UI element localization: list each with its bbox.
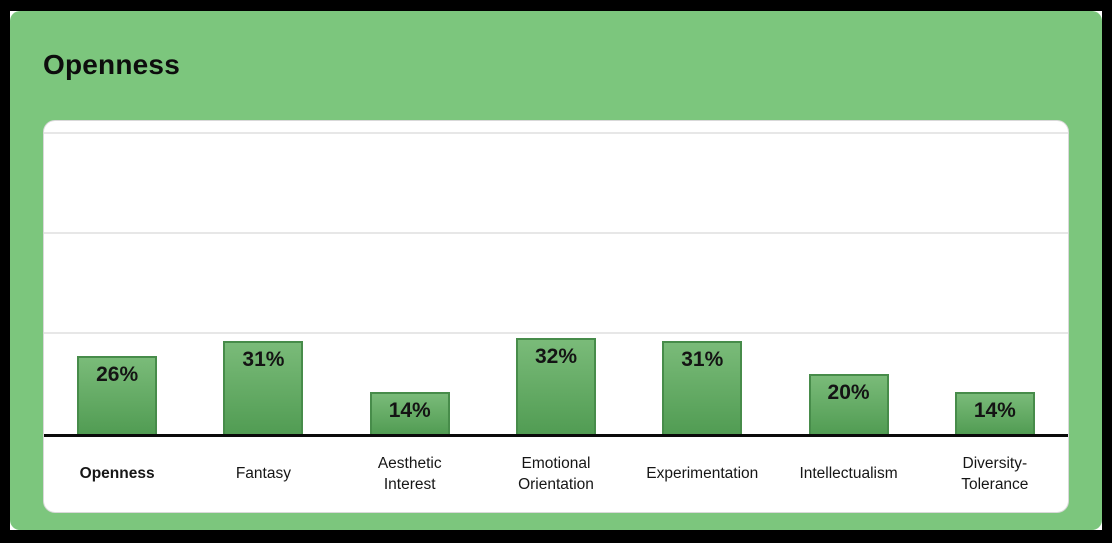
x-axis-label-diversity-tolerance: Diversity- Tolerance xyxy=(961,454,1029,493)
bar-value-label: 31% xyxy=(242,348,285,371)
x-axis-label-emotional-orientation: Emotional Orientation xyxy=(518,454,594,493)
bar-fantasy: 31% xyxy=(223,341,304,434)
bar-column: 14% xyxy=(337,121,483,434)
x-axis-label-experimentation: Experimentation xyxy=(646,465,759,483)
bar-diversity-tolerance: 14% xyxy=(954,392,1035,434)
gridline xyxy=(44,332,1068,335)
bar-column: 26% xyxy=(44,121,190,434)
x-axis-label-cell: Aesthetic Interest xyxy=(337,437,483,512)
bar-value-label: 14% xyxy=(973,399,1016,422)
x-axis-label-openness: Openness xyxy=(79,465,155,483)
gridline xyxy=(44,231,1068,234)
chart-card: 26% 31% 14% 32% 31% 20% 14% Openness Fantasy Aes… xyxy=(43,120,1069,513)
bar-column: 14% xyxy=(922,121,1068,434)
gridline xyxy=(44,132,1068,134)
bar-value-label: 31% xyxy=(681,348,724,371)
x-axis-label-cell: Fantasy xyxy=(190,437,336,512)
page-title: Openness xyxy=(43,49,180,80)
bar-column: 20% xyxy=(775,121,921,434)
x-axis-line xyxy=(44,434,1068,437)
x-axis-label-cell: Experimentation xyxy=(629,437,775,512)
x-axis-label-aesthetic-interest: Aesthetic Interest xyxy=(377,454,442,493)
x-axis-label-cell: Openness xyxy=(44,437,190,512)
bar-aesthetic-interest: 14% xyxy=(369,392,450,434)
bar-emotional-orientation: 32% xyxy=(515,338,596,434)
bar-experimentation: 31% xyxy=(662,341,743,434)
x-axis-label-cell: Diversity- Tolerance xyxy=(922,437,1068,512)
bar-value-label: 14% xyxy=(388,399,431,422)
bar-intellectualism: 20% xyxy=(808,374,889,434)
bar-value-label: 26% xyxy=(96,363,139,386)
x-axis-labels: Openness Fantasy Aesthetic Interest Emotiona… xyxy=(44,437,1068,512)
x-axis-label-intellectualism: Intellectualism xyxy=(799,465,898,483)
bar-column: 31% xyxy=(629,121,775,434)
bar-value-label: 32% xyxy=(534,345,577,368)
bar-column: 31% xyxy=(190,121,336,434)
bar-column: 32% xyxy=(483,121,629,434)
bar-openness: 26% xyxy=(77,356,158,434)
x-axis-label-cell: Intellectualism xyxy=(775,437,921,512)
x-axis-label-cell: Emotional Orientation xyxy=(483,437,629,512)
plot-area: 26% 31% 14% 32% 31% 20% 14% xyxy=(44,121,1068,434)
bar-value-label: 20% xyxy=(827,381,870,404)
x-axis-label-fantasy: Fantasy xyxy=(235,465,291,483)
green-panel: Openness 26% 31% 14% 32% 31% 20% 14% Openness F… xyxy=(10,11,1102,530)
bar-columns: 26% 31% 14% 32% 31% 20% 14% xyxy=(44,121,1068,434)
